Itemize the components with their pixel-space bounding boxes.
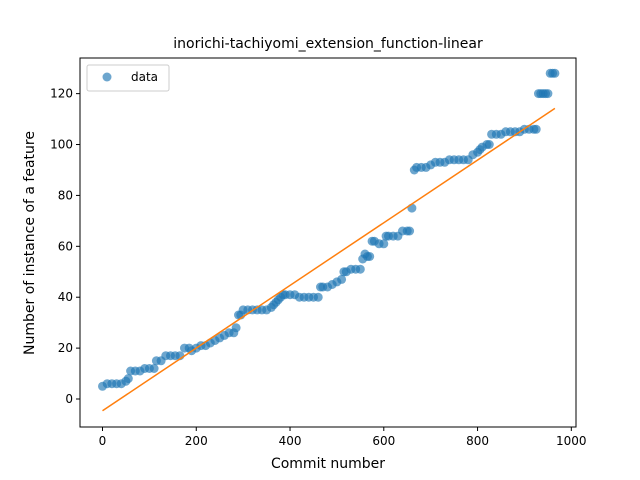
legend-label-data: data bbox=[131, 70, 158, 84]
y-tick-label-120: 120 bbox=[50, 87, 73, 101]
y-tick-label-0: 0 bbox=[65, 392, 73, 406]
x-axis-label: Commit number bbox=[271, 456, 385, 472]
y-tick-label-40: 40 bbox=[58, 290, 73, 304]
data-point-12 bbox=[149, 364, 159, 373]
x-tick-label-1000: 1000 bbox=[556, 434, 587, 448]
data-point-59 bbox=[337, 274, 347, 284]
y-tick-label-60: 60 bbox=[58, 239, 73, 253]
data-point-6 bbox=[123, 374, 133, 384]
x-tick-label-200: 200 bbox=[185, 434, 208, 448]
data-point-99 bbox=[484, 140, 494, 149]
plot-area: 0 200 400 600 800 1000 0 20 40 60 80 100 120 bbox=[50, 57, 587, 448]
data-point-110 bbox=[531, 124, 541, 134]
x-tick-label-600: 600 bbox=[372, 434, 395, 448]
data-point-118 bbox=[550, 68, 560, 78]
y-axis-label: Number of instance of a feature bbox=[22, 131, 38, 355]
data-point-79 bbox=[405, 226, 415, 236]
legend-marker-data bbox=[102, 72, 112, 82]
y-tick-label-80: 80 bbox=[58, 188, 73, 202]
axes-frame bbox=[79, 57, 577, 428]
legend-box bbox=[86, 64, 170, 92]
y-tick-label-20: 20 bbox=[58, 341, 73, 355]
data-point-31 bbox=[231, 323, 241, 333]
data-point-80 bbox=[407, 203, 417, 213]
y-tick-label-100: 100 bbox=[50, 138, 73, 152]
chart-title: inorichi-tachiyomi_extension_function-li… bbox=[173, 36, 483, 52]
data-point-68 bbox=[365, 252, 375, 261]
data-point-64 bbox=[355, 264, 365, 274]
x-tick-label-800: 800 bbox=[466, 434, 489, 448]
data-point-72 bbox=[379, 239, 389, 249]
x-tick-label-400: 400 bbox=[279, 434, 302, 448]
data-point-53 bbox=[313, 292, 323, 302]
x-tick-label-0: 0 bbox=[99, 434, 107, 448]
legend: data bbox=[86, 64, 170, 92]
data-point-115 bbox=[543, 89, 553, 99]
fit-line bbox=[102, 107, 556, 412]
